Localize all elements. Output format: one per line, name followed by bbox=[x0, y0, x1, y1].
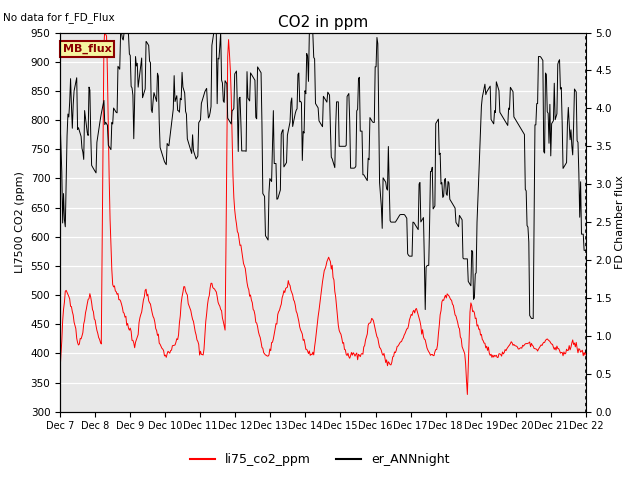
li75_co2_ppm bbox=[56, 369, 64, 374]
li75_co2_ppm bbox=[150, 315, 158, 321]
li75_co2_ppm bbox=[453, 317, 461, 323]
er_ANNnight bbox=[192, 156, 200, 162]
er_ANNnight bbox=[116, 30, 124, 36]
li75_co2_ppm bbox=[463, 392, 471, 397]
Line: er_ANNnight: er_ANNnight bbox=[60, 33, 586, 318]
li75_co2_ppm bbox=[101, 26, 109, 32]
er_ANNnight bbox=[295, 70, 303, 76]
Text: No data for f_FD_Flux: No data for f_FD_Flux bbox=[3, 12, 115, 23]
Title: CO2 in ppm: CO2 in ppm bbox=[278, 15, 368, 30]
Line: li75_co2_ppm: li75_co2_ppm bbox=[60, 29, 586, 395]
li75_co2_ppm bbox=[192, 332, 200, 338]
Y-axis label: FD Chamber flux: FD Chamber flux bbox=[615, 175, 625, 269]
li75_co2_ppm bbox=[295, 318, 303, 324]
Legend: li75_co2_ppm, er_ANNnight: li75_co2_ppm, er_ANNnight bbox=[186, 448, 454, 471]
Text: MB_flux: MB_flux bbox=[63, 44, 111, 54]
er_ANNnight bbox=[367, 116, 374, 122]
er_ANNnight bbox=[453, 221, 461, 227]
er_ANNnight bbox=[56, 116, 64, 121]
Y-axis label: LI7500 CO2 (ppm): LI7500 CO2 (ppm) bbox=[15, 171, 25, 273]
er_ANNnight bbox=[582, 248, 589, 253]
li75_co2_ppm bbox=[582, 348, 589, 354]
li75_co2_ppm bbox=[367, 319, 374, 325]
er_ANNnight bbox=[408, 253, 416, 259]
li75_co2_ppm bbox=[408, 312, 416, 318]
er_ANNnight bbox=[150, 90, 158, 96]
er_ANNnight bbox=[529, 315, 536, 321]
